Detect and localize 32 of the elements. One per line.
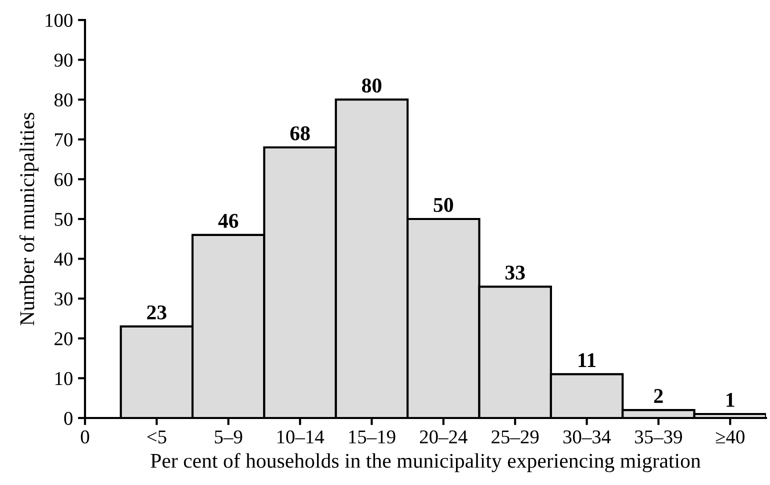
data-label: 80 (362, 78, 382, 93)
x-tick-label: 0 (80, 430, 90, 444)
x-tick-label: <5 (147, 430, 166, 444)
y-tick-label: 100 (46, 14, 72, 27)
y-tick-label: 0 (64, 412, 72, 425)
y-tick-label: 20 (54, 332, 72, 346)
data-label: 50 (434, 198, 454, 212)
x-tick-label: 20–24 (420, 430, 468, 444)
data-label: 33 (505, 266, 525, 280)
data-label: 2 (654, 389, 663, 403)
data-label: 1 (726, 393, 734, 407)
x-axis-title: Per cent of households in the municipality experiencing migration (150, 452, 701, 472)
x-tick-label: 30–34 (563, 430, 611, 444)
y-tick-label: 10 (55, 372, 72, 386)
x-tick-label: 15–19 (349, 430, 396, 444)
data-label: 11 (578, 353, 596, 368)
x-tick-label: 35–39 (635, 430, 682, 444)
y-tick-label: 60 (54, 173, 72, 186)
x-tick-label: 5–9 (214, 430, 242, 444)
x-tick-label: 10–14 (277, 430, 324, 444)
y-tick-label: 80 (54, 93, 72, 107)
y-tick-label: 50 (54, 212, 72, 226)
data-label: 68 (290, 126, 310, 140)
y-axis-title: Number of municipalities (19, 112, 38, 326)
x-tick-label: 25–29 (492, 430, 539, 444)
y-tick-label: 90 (54, 54, 72, 67)
y-tick-label: 40 (54, 252, 72, 266)
y-tick-label: 70 (55, 133, 72, 146)
x-tick-label: ≥40 (716, 430, 744, 444)
data-label: 23 (147, 305, 166, 320)
y-tick-label: 30 (54, 292, 72, 306)
data-label: 46 (218, 214, 238, 228)
